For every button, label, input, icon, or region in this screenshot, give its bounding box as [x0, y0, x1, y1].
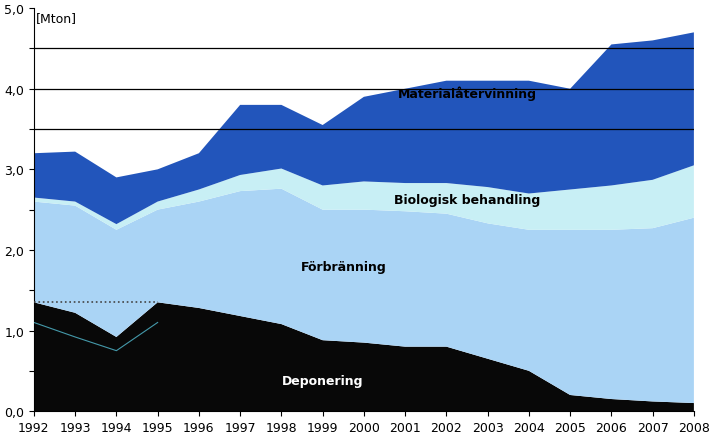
Text: Deponering: Deponering	[282, 374, 363, 387]
Text: Materialåtervinning: Materialåtervinning	[398, 86, 536, 101]
Text: [Mton]: [Mton]	[36, 11, 77, 25]
Text: Förbränning: Förbränning	[301, 260, 386, 273]
Text: Biologisk behandling: Biologisk behandling	[394, 194, 540, 207]
